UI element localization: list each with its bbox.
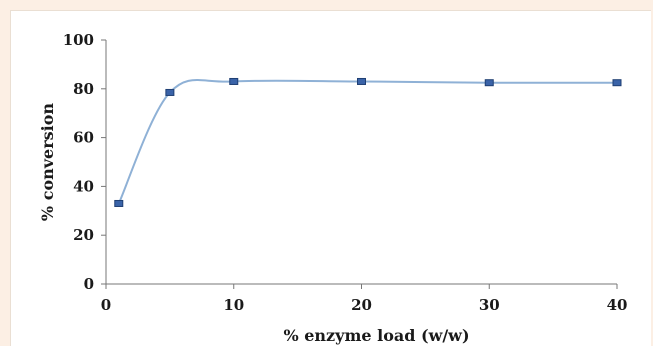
series-layer [114, 77, 622, 207]
y-tick-label: 80 [73, 80, 94, 98]
y-tick-label: 60 [73, 129, 94, 147]
data-point-marker [612, 79, 622, 87]
data-point-marker [229, 77, 239, 85]
y-tick-label: 20 [73, 226, 94, 244]
x-tick-label: 40 [607, 296, 628, 314]
data-point-marker [114, 199, 124, 207]
ticks: 0 20 40 60 80 100 0 10 20 30 40 [63, 31, 628, 314]
conversion-chart: 0 20 40 60 80 100 0 10 20 30 40 % enzyme load (w/w… [38, 31, 628, 345]
y-axis-title: % conversion [38, 103, 57, 221]
x-axis-title: % enzyme load (w/w) [283, 326, 469, 345]
y-tick-label: 0 [84, 275, 94, 293]
x-tick-label: 0 [101, 296, 111, 314]
data-point-marker [484, 79, 494, 87]
x-tick-label: 30 [479, 296, 500, 314]
x-tick-label: 10 [223, 296, 244, 314]
x-tick-label: 20 [351, 296, 372, 314]
data-point-marker [357, 77, 366, 85]
axes [105, 40, 617, 285]
y-tick-label: 100 [63, 31, 94, 49]
data-point-marker [165, 88, 175, 96]
y-tick-label: 40 [73, 177, 94, 195]
series-line [117, 79, 618, 204]
chart-panel: 0 20 40 60 80 100 0 10 20 30 40 % enzyme load (w/w… [10, 10, 651, 346]
